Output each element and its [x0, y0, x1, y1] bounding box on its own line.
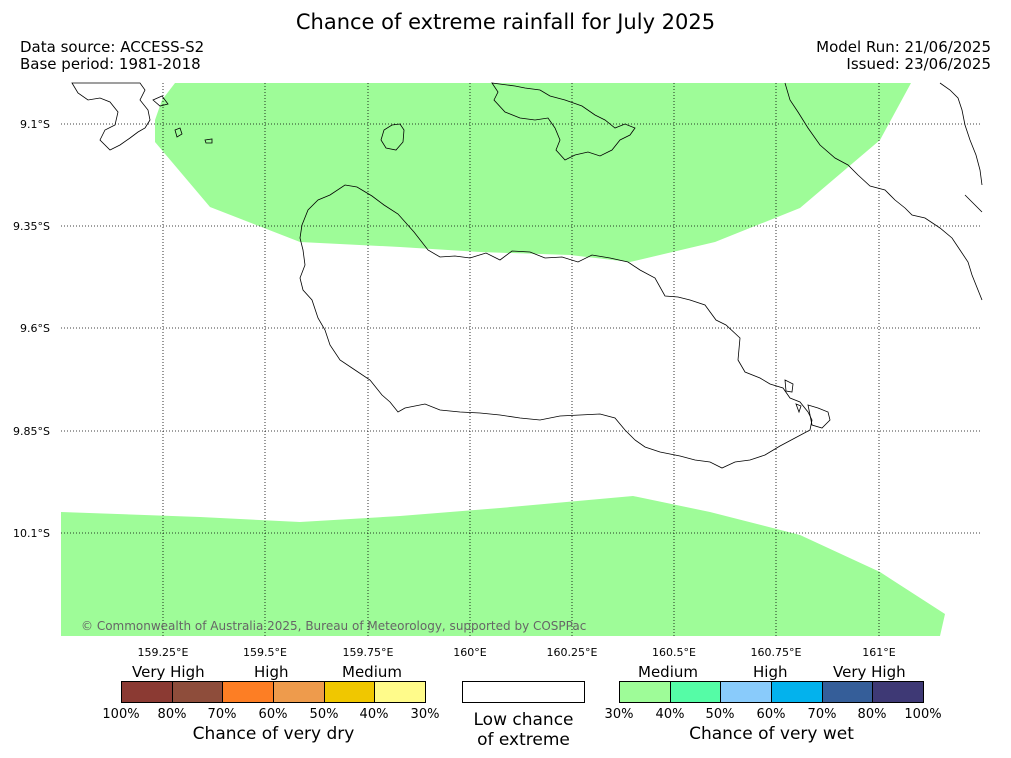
dry-swatch [172, 682, 224, 702]
wet-tick: 50% [705, 707, 735, 722]
longitude-gridlines [162, 83, 880, 636]
dry-swatch [223, 682, 275, 702]
data-info: Data source: ACCESS-S2 Base period: 1981… [20, 39, 204, 73]
wet-swatch [721, 682, 773, 702]
lat-label: 9.1°S [20, 118, 50, 131]
wet-caption: Chance of very wet [689, 724, 854, 744]
dry-swatch [324, 682, 376, 702]
low-chance-swatch [462, 681, 585, 703]
wet-tick: 70% [807, 707, 837, 722]
dry-tick: 50% [309, 707, 339, 722]
low-chance-line2: of extreme [477, 730, 570, 750]
wet-tick: 60% [756, 707, 786, 722]
wet-region-north [155, 83, 911, 262]
wet-swatch [873, 682, 924, 702]
lon-label: 160.25°E [547, 646, 598, 659]
run-info: Model Run: 21/06/2025 Issued: 23/06/2025 [816, 39, 991, 73]
base-period: Base period: 1981-2018 [20, 55, 201, 73]
wet-heading-very-high: Very High [833, 663, 906, 681]
latitude-labels: 9.1°S 9.35°S 9.6°S 9.85°S 10.1°S [13, 118, 50, 540]
lat-label: 10.1°S [13, 527, 50, 540]
dry-tick: 80% [157, 707, 187, 722]
dry-tick: 100% [102, 707, 140, 722]
lon-label: 159.5°E [243, 646, 287, 659]
wet-swatch [772, 682, 823, 702]
lon-label: 159.75°E [343, 646, 394, 659]
wet-tick: 30% [604, 707, 634, 722]
lon-label: 160.75°E [751, 646, 802, 659]
dry-swatch [274, 682, 325, 702]
data-source: Data source: ACCESS-S2 [20, 38, 205, 56]
dry-caption: Chance of very dry [192, 724, 355, 744]
lon-label: 161°E [862, 646, 895, 659]
wet-color-bar [619, 681, 924, 703]
lon-label: 159.25°E [138, 646, 189, 659]
dry-color-bar [121, 681, 426, 703]
dry-swatch [122, 682, 173, 702]
dry-heading-high: High [254, 663, 289, 681]
dry-tick: 70% [207, 707, 237, 722]
lat-label: 9.6°S [20, 322, 50, 335]
wet-tick: 40% [655, 707, 685, 722]
low-chance-caption: Low chance of extreme [452, 710, 595, 750]
lon-label: 160.5°E [652, 646, 696, 659]
latitude-gridlines [61, 123, 982, 534]
longitude-labels: 159.25°E 159.5°E 159.75°E 160°E 160.25°E… [138, 646, 896, 659]
dry-heading-medium: Medium [342, 663, 402, 681]
map-title: Chance of extreme rainfall for July 2025 [295, 10, 716, 34]
dry-tick: 60% [258, 707, 288, 722]
lat-label: 9.85°S [13, 425, 50, 438]
wet-tick: 80% [857, 707, 887, 722]
wet-heading-medium: Medium [638, 663, 698, 681]
lon-label: 160°E [453, 646, 486, 659]
lat-label: 9.35°S [13, 220, 50, 233]
coastline [71, 82, 983, 469]
low-chance-line1: Low chance [473, 710, 574, 730]
copyright-text: © Commonwealth of Australia 2025, Bureau… [81, 619, 586, 633]
wet-swatch [620, 682, 671, 702]
wet-region-south [61, 496, 945, 636]
model-run: Model Run: 21/06/2025 [816, 38, 991, 56]
wet-heading-high: High [753, 663, 788, 681]
dry-heading-very-high: Very High [132, 663, 205, 681]
dry-tick: 30% [410, 707, 440, 722]
wet-swatch [670, 682, 722, 702]
dry-tick: 40% [359, 707, 389, 722]
wet-tick: 100% [904, 707, 942, 722]
map-area: 9.1°S 9.35°S 9.6°S 9.85°S 10.1°S 159.25°… [13, 82, 983, 659]
wet-swatch [822, 682, 874, 702]
dry-swatch [375, 682, 426, 702]
issued-date: Issued: 23/06/2025 [846, 55, 991, 73]
